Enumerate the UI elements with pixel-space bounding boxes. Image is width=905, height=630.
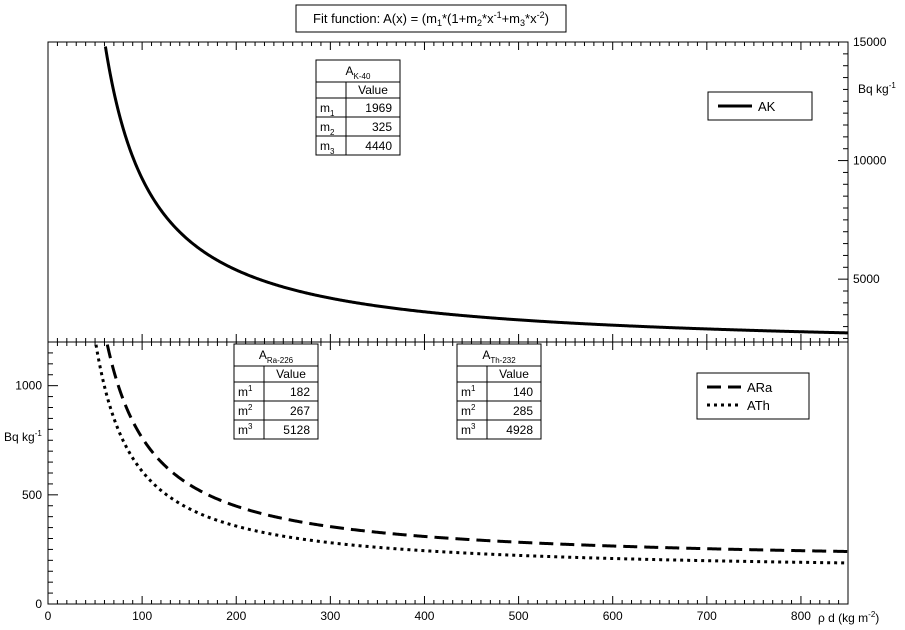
param-name: m1 [461,384,476,399]
y-tick-label: 10000 [853,154,887,168]
param-value: 4928 [506,423,533,437]
x-tick-label: 500 [509,609,529,623]
param-table-ra226: ARa-226 Value m1 182 m2 267 m3 5128 [233,343,319,440]
y-tick-label: 5000 [853,272,880,286]
series-line-ath [94,344,849,565]
param-table-frame [456,343,542,440]
top-panel-frame [47,41,849,343]
series-line-ak [103,46,849,335]
y-tick-label: 1000 [15,379,42,393]
param-name: m2 [320,120,335,137]
y-tick-label: 500 [22,488,42,502]
chart-title: Fit function: A(x) = (m1*(1+m2*x-1+m3*x-… [313,10,549,28]
param-name: m3 [461,422,476,437]
x-tick-label: 300 [320,609,340,623]
param-table-title: ARa-226 [259,348,294,365]
param-value: 182 [290,385,310,399]
param-value: 4440 [365,139,392,153]
param-value: 5128 [283,423,310,437]
param-name: m3 [238,422,253,437]
param-value: 140 [513,385,533,399]
legend-top: AK [707,91,813,121]
bottom-y-axis-label: Bq kg-1 [4,429,42,444]
x-tick-label: 200 [226,609,246,623]
param-table-k40: AK-40 Value m1 1969 m2 325 m3 4440 [315,59,401,156]
param-value: 325 [372,120,392,134]
param-table-header: Value [276,367,306,381]
x-tick-label: 800 [791,609,811,623]
param-table-title: ATh-232 [482,348,516,365]
y-tick-label: 15000 [853,35,887,49]
param-table-frame [233,343,319,440]
top-y-axis-label: Bq kg-1 [858,81,896,96]
legend-bottom: ARa ATh [696,372,810,420]
param-table-th232: ATh-232 Value m1 140 m2 285 m3 4928 [456,343,542,440]
param-name: m3 [320,139,335,156]
x-tick-label: 600 [603,609,623,623]
param-table-frame [315,59,401,156]
param-name: m1 [320,101,335,118]
x-tick-label: 700 [697,609,717,623]
param-table-title: AK-40 [346,64,371,81]
param-name: m1 [238,384,253,399]
title-box: Fit function: A(x) = (m1*(1+m2*x-1+m3*x-… [295,4,567,33]
legend-label: ARa [747,380,773,395]
legend-frame [696,372,810,420]
x-tick-label: 0 [45,609,52,623]
param-value: 285 [513,404,533,418]
series-line-ara [105,344,849,553]
param-table-header: Value [499,367,529,381]
legend-label: ATh [747,398,770,413]
title-box-frame [295,4,567,33]
x-axis-label: ρ d (kg m-2) [818,610,879,625]
x-tick-label: 100 [132,609,152,623]
param-name: m2 [238,403,253,418]
param-value: 1969 [365,101,392,115]
legend-label: AK [758,99,776,114]
x-tick-label: 400 [414,609,434,623]
param-value: 267 [290,404,310,418]
y-tick-label: 0 [35,597,42,611]
param-name: m2 [461,403,476,418]
param-table-header: Value [358,83,388,97]
